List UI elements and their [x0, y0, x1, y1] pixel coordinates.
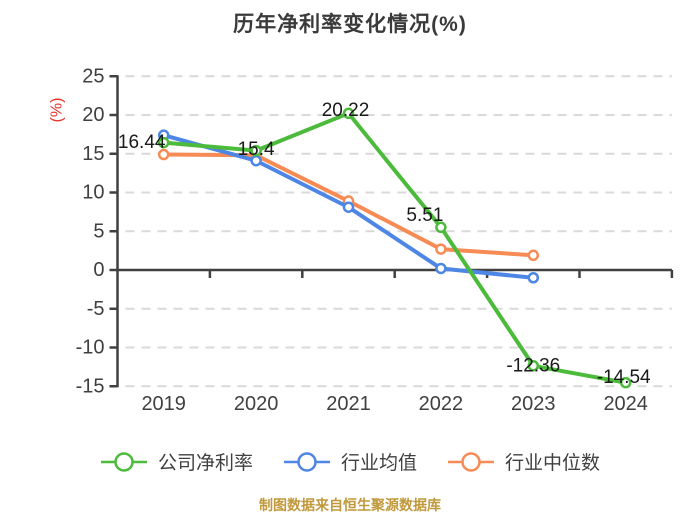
legend-marker-icon	[448, 451, 494, 472]
data-point-2[interactable]	[157, 148, 170, 161]
data-label: 15.4	[238, 139, 275, 160]
data-point-0[interactable]	[527, 360, 540, 372]
data-point-1[interactable]	[527, 272, 540, 284]
y-axis-unit-label: (%)	[49, 98, 66, 123]
data-label: -12.36	[506, 355, 560, 376]
legend-item-0[interactable]: 公司净利率	[100, 448, 253, 475]
legend-marker-icon	[283, 451, 330, 472]
data-label: 5.51	[406, 205, 443, 226]
y-tick-label: 10	[82, 182, 104, 204]
data-point-0[interactable]	[342, 107, 355, 120]
data-point-2[interactable]	[435, 243, 447, 255]
legend-label: 行业中位数	[505, 453, 601, 474]
legend-label: 行业均值	[340, 453, 417, 474]
x-tick-label: 2020	[234, 393, 279, 415]
legend-label: 公司净利率	[157, 453, 253, 474]
legend-item-1[interactable]: 行业均值	[283, 448, 417, 475]
x-tick-label: 2022	[419, 393, 464, 415]
data-point-1[interactable]	[342, 201, 355, 213]
y-tick-label: 20	[82, 104, 104, 126]
series-line-0	[163, 111, 627, 385]
data-point-0[interactable]	[619, 376, 632, 389]
data-point-1[interactable]	[435, 262, 447, 275]
y-tick-label: 25	[82, 65, 104, 87]
legend-marker-icon	[100, 451, 147, 472]
data-label: 20.22	[322, 100, 370, 121]
data-point-0[interactable]	[435, 221, 447, 234]
data-point-0[interactable]	[157, 136, 170, 149]
legend-item-2[interactable]: 行业中位数	[447, 448, 600, 475]
y-tick-label: -10	[76, 337, 105, 359]
data-point-0[interactable]	[250, 144, 262, 157]
y-tick-label: 15	[82, 143, 104, 165]
y-tick-label: 0	[93, 259, 104, 281]
data-label: -14.54	[597, 367, 651, 388]
line-chart: 25 20 15 10 5 0 -5 -10 -15 2019 2020 2021 2022 2023 20…	[49, 65, 674, 415]
y-tick-label: 5	[93, 220, 104, 242]
chart-title: 历年净利率变化情况(%)	[233, 13, 467, 36]
data-point-2[interactable]	[527, 249, 540, 262]
x-tick-label: 2021	[326, 393, 371, 415]
x-tick-label: 2019	[141, 393, 186, 415]
y-tick-label: -5	[87, 298, 105, 320]
x-tick-label: 2024	[603, 393, 648, 415]
x-tick-label: 2023	[511, 393, 556, 415]
data-source-note: 制图数据来自恒生聚源数据库	[259, 497, 441, 513]
data-label: 16.44	[118, 132, 166, 153]
chart-legend: 公司净利率 行业均值 行业中位数	[0, 448, 700, 475]
y-tick-label: -15	[76, 375, 105, 397]
